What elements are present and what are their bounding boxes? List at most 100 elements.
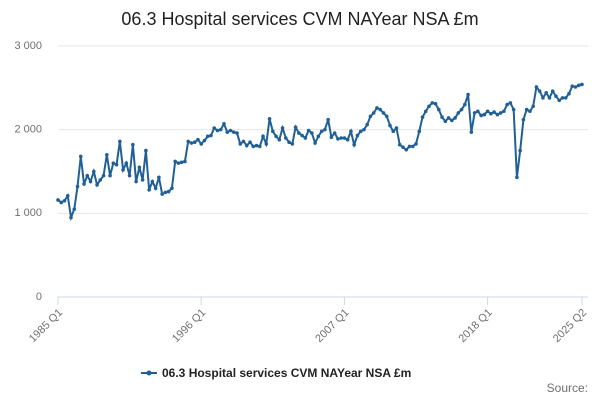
chart-title: 06.3 Hospital services CVM NAYear NSA £m (121, 9, 478, 29)
point (225, 130, 230, 134)
point (144, 148, 148, 153)
point (560, 96, 565, 100)
point (414, 142, 418, 146)
point (397, 142, 402, 147)
y-tick-label: 2 000 (14, 124, 42, 136)
point (319, 129, 324, 134)
point (502, 109, 506, 114)
point (261, 134, 265, 139)
point (271, 129, 275, 134)
point (88, 179, 93, 184)
point (72, 207, 77, 211)
point (489, 111, 493, 116)
point (157, 175, 161, 180)
point (199, 142, 204, 146)
point (92, 169, 96, 174)
point (423, 109, 428, 114)
point (222, 122, 226, 126)
point (150, 179, 155, 184)
point (134, 179, 138, 184)
point (163, 190, 168, 195)
point (576, 83, 581, 88)
point (368, 114, 373, 119)
point (515, 175, 519, 180)
x-tick-label: 2025 Q2 (551, 307, 589, 345)
point (573, 85, 578, 89)
point (365, 122, 369, 127)
point (401, 145, 405, 150)
point (443, 119, 448, 124)
point (557, 98, 562, 103)
point (241, 139, 246, 144)
point (446, 116, 451, 120)
point (124, 161, 129, 165)
point (466, 92, 470, 97)
point (118, 139, 122, 144)
point (85, 173, 90, 178)
point (153, 186, 158, 191)
point (306, 128, 311, 133)
point (495, 112, 500, 117)
y-tick-label: 0 (36, 291, 42, 303)
point (186, 139, 190, 144)
point (75, 184, 80, 189)
y-tick-label: 1 000 (14, 207, 42, 219)
point (235, 131, 239, 135)
point (518, 148, 522, 153)
point (485, 109, 490, 114)
point (410, 144, 415, 149)
point (427, 104, 431, 109)
point (508, 101, 513, 105)
point (430, 101, 435, 105)
series-line (57, 83, 583, 222)
point (105, 152, 109, 157)
point (189, 141, 194, 145)
point (218, 127, 223, 132)
point (310, 131, 314, 135)
point (290, 142, 295, 146)
point (375, 106, 379, 110)
point (267, 116, 272, 121)
point (196, 137, 200, 142)
point (303, 136, 308, 140)
point (98, 178, 103, 182)
point (114, 163, 119, 167)
x-tick-label: 2018 Q1 (456, 307, 494, 345)
point (492, 110, 496, 114)
point (440, 115, 444, 119)
point (251, 144, 256, 149)
point (541, 96, 545, 100)
point (528, 109, 532, 114)
point (140, 178, 145, 182)
legend-label: 06.3 Hospital services CVM NAYear NSA £m (162, 366, 411, 380)
point (524, 107, 529, 112)
point (450, 118, 454, 123)
point (82, 182, 86, 186)
point (108, 173, 112, 178)
point (300, 133, 304, 138)
point (352, 142, 356, 147)
point (479, 113, 483, 118)
point (563, 96, 568, 100)
point (78, 154, 83, 159)
legend-marker (146, 370, 152, 376)
point (274, 134, 278, 139)
point (329, 135, 334, 139)
point (192, 140, 197, 145)
point (121, 168, 125, 172)
point (127, 173, 132, 178)
point (248, 140, 252, 145)
point (205, 134, 210, 139)
point (436, 107, 441, 112)
point (358, 129, 363, 134)
point (215, 128, 220, 133)
x-tick-label: 1985 Q1 (27, 307, 65, 345)
point (257, 144, 262, 149)
point (336, 137, 340, 141)
point (280, 126, 285, 130)
point (238, 142, 243, 146)
point (56, 198, 60, 202)
point (472, 111, 477, 115)
point (277, 137, 282, 142)
point (388, 123, 392, 128)
